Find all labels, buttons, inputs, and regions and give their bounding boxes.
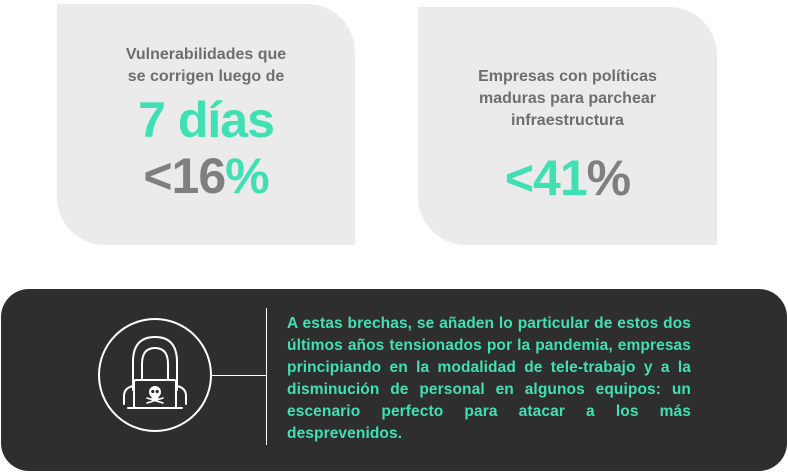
stat-card-label: Vulnerabilidades que se corrigen luego d… [125,46,287,85]
stat-card-label: Empresas con políticas maduras para parc… [478,68,657,129]
stat-card-value: <41% [418,150,717,206]
stat-card-patch-time: Vulnerabilidades que se corrigen luego d… [57,4,355,245]
divider-line [266,308,267,445]
info-banner: A estas brechas, se añaden lo particular… [1,289,787,471]
stat-card-highlight: 7 días [138,92,275,148]
hacker-laptop-glyph [123,336,187,409]
stat-card-value: <16% [57,148,355,204]
stat-value-number: <16 [143,148,226,204]
stat-card-patch-policies: Empresas con políticas maduras para parc… [418,7,717,245]
hacker-laptop-icon [98,318,212,432]
connector-line [212,375,266,376]
stat-value-number: <41 [504,150,588,206]
stat-value-percent: % [586,150,631,206]
stat-value-percent: % [225,148,269,204]
banner-text: A estas brechas, se añaden lo particular… [287,315,691,442]
